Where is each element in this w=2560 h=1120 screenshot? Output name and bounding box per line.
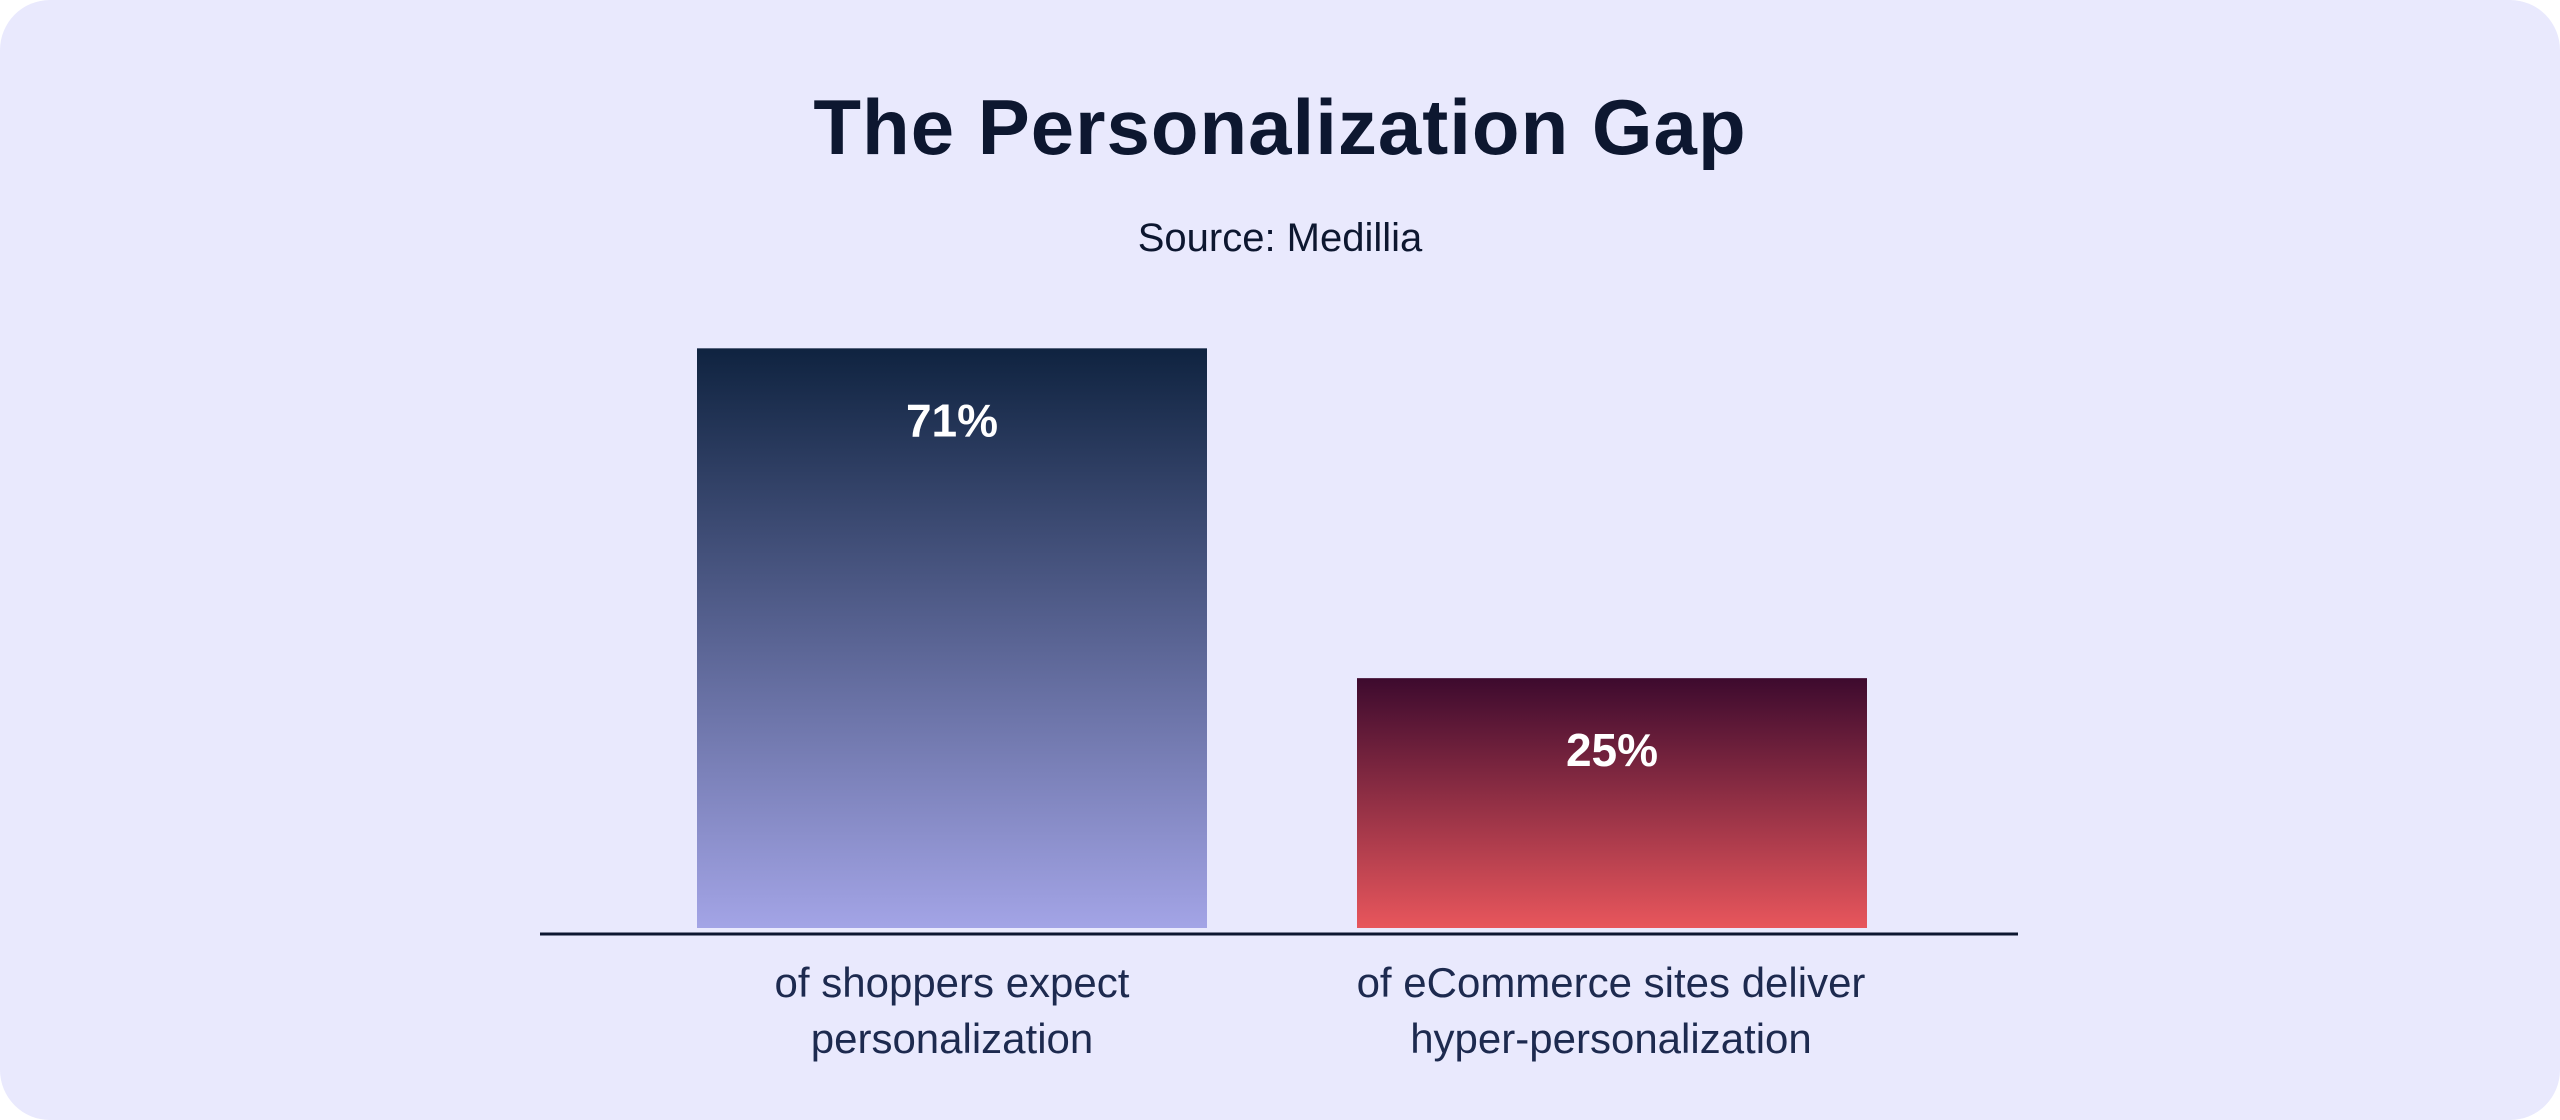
- bar-1: [1357, 678, 1867, 928]
- bar-0: [697, 348, 1207, 929]
- category-label-line: personalization: [810, 1015, 1094, 1062]
- data-label-1: 25%: [1566, 724, 1658, 776]
- chart-subtitle: Source: Medillia: [1137, 216, 1423, 260]
- data-label-0: 71%: [906, 394, 998, 446]
- chart-title: The Personalization Gap: [813, 83, 1747, 171]
- category-label-line: of eCommerce sites deliver: [1356, 959, 1866, 1006]
- category-label-line: hyper-personalization: [1410, 1015, 1812, 1062]
- category-label-0: of shoppers expect personalization: [602, 955, 1302, 1067]
- category-label-1: of eCommerce sites deliver hyper-persona…: [1261, 955, 1961, 1067]
- category-label-line: of shoppers expect: [774, 959, 1130, 1006]
